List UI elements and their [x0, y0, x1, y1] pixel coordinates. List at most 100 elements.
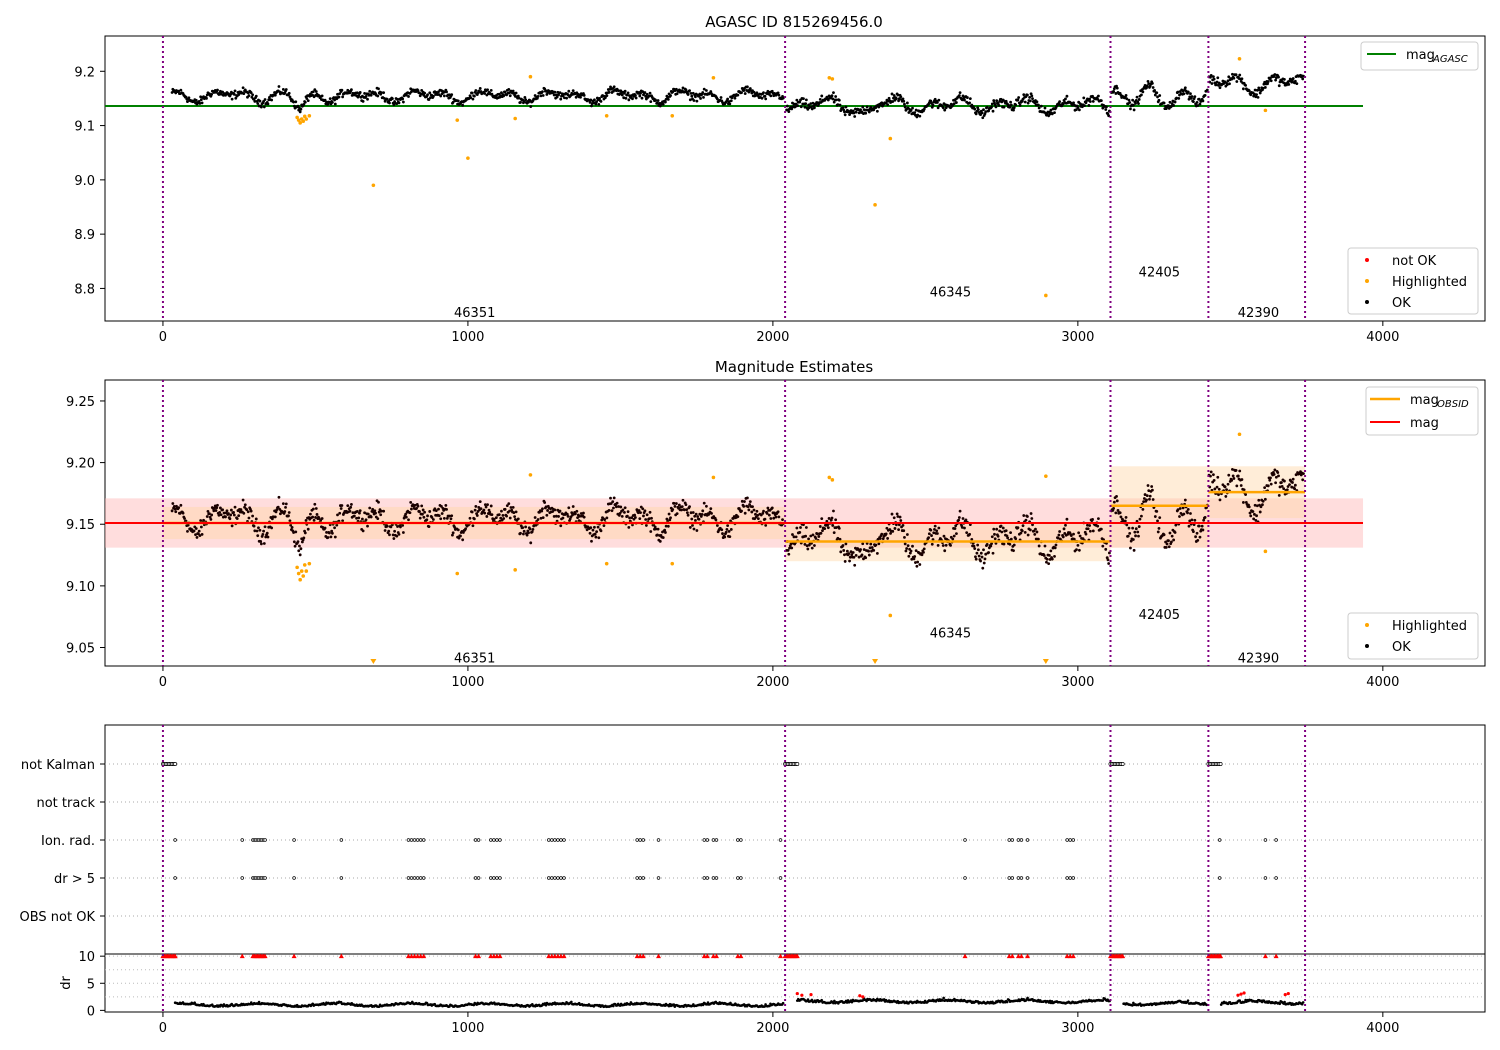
ok-point: [588, 100, 592, 104]
ok-point: [509, 506, 513, 509]
ok-point: [255, 529, 259, 533]
dr-point: [1186, 999, 1190, 1002]
ok-point: [834, 98, 838, 102]
ok-point: [621, 508, 625, 512]
ok-point: [245, 508, 249, 512]
ok-point: [474, 89, 478, 92]
ok-point: [1269, 76, 1272, 80]
ok-point: [1147, 82, 1151, 86]
ok-point: [570, 511, 574, 515]
legend-box: [1347, 247, 1479, 315]
ok-point: [1016, 526, 1020, 530]
ok-point: [1209, 474, 1212, 478]
ok-point: [740, 509, 743, 513]
ok-point: [499, 516, 503, 520]
ok-point: [355, 516, 358, 520]
dr-point: [472, 1003, 476, 1007]
ok-point: [725, 528, 729, 531]
ok-point: [521, 526, 525, 530]
ok-point: [275, 508, 279, 512]
obsid-label: 46351: [454, 651, 495, 666]
ok-point: [472, 94, 476, 98]
ok-point: [1072, 537, 1076, 541]
ok-point: [1131, 526, 1135, 530]
ok-point: [1072, 101, 1075, 105]
ok-point: [684, 88, 688, 92]
ok-point: [1104, 547, 1108, 551]
ok-point: [311, 90, 315, 94]
ok-point: [1016, 98, 1020, 102]
ok-point: [810, 546, 814, 550]
flag-marker: [476, 876, 481, 880]
ok-point: [1251, 510, 1255, 513]
ok-point: [880, 101, 884, 105]
flag-marker: [412, 876, 417, 880]
ok-point: [442, 94, 446, 98]
ok-point: [1014, 103, 1018, 107]
ok-point: [541, 507, 544, 511]
ok-point: [844, 542, 848, 546]
ok-point: [848, 559, 851, 563]
ok-point: [508, 94, 512, 98]
ok-point: [281, 87, 285, 91]
y-tick-label: 9.0: [74, 174, 95, 189]
ok-point: [598, 96, 601, 100]
ok-point: [263, 525, 267, 529]
ok-point: [1000, 530, 1004, 534]
ok-point: [618, 512, 622, 515]
ok-point: [1135, 519, 1139, 523]
ok-point: [404, 515, 408, 519]
ok-point: [1020, 529, 1024, 533]
ok-point: [358, 91, 362, 94]
ok-point: [293, 544, 297, 548]
ok-point: [669, 516, 672, 520]
flag-row-label: dr > 5: [54, 872, 95, 887]
ok-point: [680, 508, 683, 512]
ok-point: [487, 508, 491, 512]
ok-point: [930, 542, 934, 546]
ok-point: [843, 113, 847, 117]
highlighted-point: [307, 114, 312, 118]
ok-point: [1167, 104, 1170, 108]
ok-point: [557, 515, 560, 518]
ok-point: [1227, 473, 1231, 477]
ok-point: [698, 512, 702, 516]
ok-point: [904, 549, 908, 553]
ok-point: [1231, 474, 1235, 478]
flag-marker: [550, 876, 554, 880]
ok-point: [1057, 533, 1061, 537]
ok-point: [1268, 478, 1272, 482]
dr-point: [850, 1000, 854, 1004]
ok-point: [533, 516, 537, 519]
ok-point: [702, 501, 706, 505]
legend-label: not OK: [1392, 254, 1437, 269]
ok-point: [1255, 504, 1259, 508]
ok-point: [593, 532, 597, 536]
highlighted-point: [827, 475, 832, 480]
ok-point: [363, 511, 366, 515]
ok-point: [195, 536, 199, 539]
ok-point: [1126, 534, 1130, 538]
ok-point: [1128, 531, 1132, 535]
ok-point: [241, 498, 245, 502]
ok-point: [1150, 82, 1154, 85]
ok-point: [899, 95, 903, 99]
ok-point: [377, 510, 381, 514]
dr-red-point: [795, 991, 799, 996]
ok-point: [596, 525, 600, 529]
ok-point: [315, 513, 319, 516]
ok-point: [1030, 517, 1034, 520]
ok-point: [1197, 524, 1201, 528]
ok-point: [799, 105, 803, 109]
ok-point: [1282, 479, 1286, 483]
ok-point: [1226, 482, 1230, 486]
highlighted-point: [307, 561, 312, 566]
ok-point: [565, 512, 569, 516]
ok-point: [1107, 551, 1111, 555]
ok-point: [184, 519, 188, 523]
ok-point: [469, 96, 473, 100]
ok-point: [684, 503, 688, 507]
ok-point: [1153, 515, 1157, 518]
ok-point: [1235, 80, 1239, 83]
ok-point: [340, 504, 344, 507]
